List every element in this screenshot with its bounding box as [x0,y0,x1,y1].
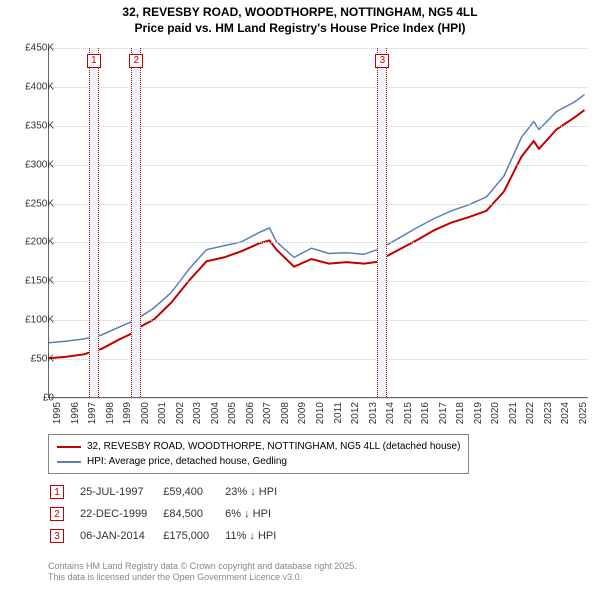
x-axis-label: 1995 [52,402,63,424]
x-axis-label: 1997 [87,402,98,424]
x-axis-label: 2022 [525,402,536,424]
x-axis-label: 2025 [578,402,589,424]
sale-price: £59,400 [163,482,223,502]
gridline-h [49,48,588,49]
x-axis-label: 2006 [245,402,256,424]
table-row: 2 22-DEC-1999£84,5006% ↓ HPI [50,504,291,524]
sale-marker-band [377,48,387,397]
sale-price: £84,500 [163,504,223,524]
legend-swatch [57,461,81,463]
legend-swatch [57,446,81,448]
legend-label: HPI: Average price, detached house, Gedl… [87,454,287,469]
x-axis-label: 1996 [70,402,81,424]
sale-date: 06-JAN-2014 [80,526,161,546]
x-axis-label: 2008 [280,402,291,424]
y-axis-label: £250K [8,198,54,209]
series-line-hpi [49,95,585,343]
x-axis-label: 2019 [473,402,484,424]
y-axis-label: £400K [8,81,54,92]
x-axis-label: 2023 [543,402,554,424]
y-axis-label: £200K [8,237,54,248]
footer-attribution: Contains HM Land Registry data © Crown c… [48,561,357,584]
chart-svg [49,48,588,397]
x-axis-label: 2005 [227,402,238,424]
y-axis-label: £100K [8,315,54,326]
sale-hpi-diff: 6% ↓ HPI [225,504,291,524]
legend-item: 32, REVESBY ROAD, WOODTHORPE, NOTTINGHAM… [57,439,460,454]
gridline-h [49,165,588,166]
x-axis-label: 2024 [560,402,571,424]
gridline-h [49,204,588,205]
title-line2: Price paid vs. HM Land Registry's House … [0,20,600,36]
sale-price: £175,000 [163,526,223,546]
y-axis-label: £150K [8,276,54,287]
chart-plot-area: 1 2 3 [48,48,588,398]
x-axis-label: 2018 [455,402,466,424]
table-row: 1 25-JUL-1997£59,40023% ↓ HPI [50,482,291,502]
x-axis-label: 2004 [210,402,221,424]
sales-table: 1 25-JUL-1997£59,40023% ↓ HPI 2 22-DEC-1999… [48,480,293,548]
x-axis-label: 2010 [315,402,326,424]
y-axis-label: £350K [8,120,54,131]
table-row: 3 06-JAN-2014£175,00011% ↓ HPI [50,526,291,546]
y-axis-label: £50K [8,354,54,365]
x-axis-label: 2016 [420,402,431,424]
gridline-h [49,359,588,360]
x-axis-label: 2014 [385,402,396,424]
x-axis-label: 2011 [333,402,344,424]
gridline-h [49,320,588,321]
sale-hpi-diff: 23% ↓ HPI [225,482,291,502]
x-axis-label: 1999 [122,402,133,424]
chart-title: 32, REVESBY ROAD, WOODTHORPE, NOTTINGHAM… [0,0,600,36]
sale-row-badge: 2 [50,507,64,521]
x-axis-label: 2020 [490,402,501,424]
y-axis-label: £0 [8,393,54,404]
title-line1: 32, REVESBY ROAD, WOODTHORPE, NOTTINGHAM… [0,4,600,20]
x-axis-label: 2002 [175,402,186,424]
footer-line2: This data is licensed under the Open Gov… [48,572,357,584]
x-axis-label: 2003 [192,402,203,424]
gridline-h [49,87,588,88]
sale-marker-band [89,48,99,397]
sale-date: 22-DEC-1999 [80,504,161,524]
legend: 32, REVESBY ROAD, WOODTHORPE, NOTTINGHAM… [48,434,469,474]
sale-marker-badge: 2 [129,54,143,68]
sale-marker-badge: 1 [87,54,101,68]
sale-hpi-diff: 11% ↓ HPI [225,526,291,546]
gridline-h [49,126,588,127]
x-axis-label: 2000 [140,402,151,424]
legend-label: 32, REVESBY ROAD, WOODTHORPE, NOTTINGHAM… [87,439,460,454]
x-axis-label: 1998 [105,402,116,424]
footer-line1: Contains HM Land Registry data © Crown c… [48,561,357,573]
gridline-h [49,242,588,243]
sale-row-badge: 1 [50,485,64,499]
x-axis-label: 2009 [297,402,308,424]
gridline-h [49,398,588,399]
legend-item: HPI: Average price, detached house, Gedl… [57,454,460,469]
sale-row-badge: 3 [50,529,64,543]
x-axis-label: 2017 [438,402,449,424]
x-axis-label: 2007 [262,402,273,424]
x-axis-label: 2013 [368,402,379,424]
x-axis-label: 2012 [350,402,361,424]
x-axis-label: 2001 [157,402,168,424]
x-axis-label: 2021 [508,402,519,424]
sale-date: 25-JUL-1997 [80,482,161,502]
sale-marker-band [131,48,141,397]
y-axis-label: £450K [8,43,54,54]
gridline-h [49,281,588,282]
sale-marker-badge: 3 [375,54,389,68]
x-axis-label: 2015 [403,402,414,424]
y-axis-label: £300K [8,159,54,170]
